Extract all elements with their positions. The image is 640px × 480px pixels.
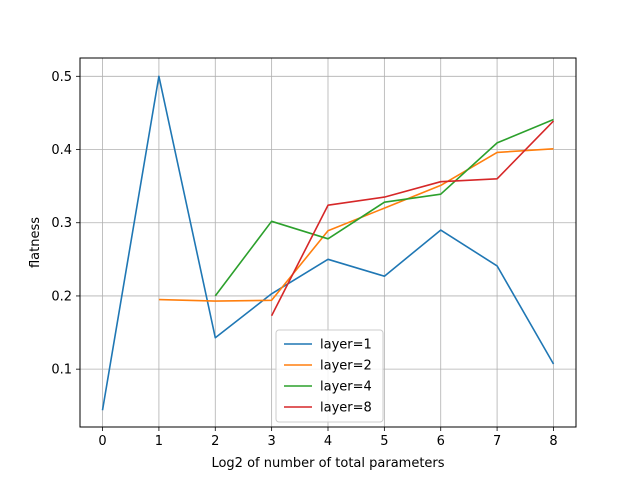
x-tick-label: 3: [267, 434, 275, 449]
y-axis-label: flatness: [28, 217, 43, 268]
series-line-layer-2: [158, 148, 554, 302]
legend-label: layer=8: [320, 401, 372, 416]
x-axis-label: Log2 of number of total parameters: [211, 456, 444, 471]
y-tick-label: 0.5: [51, 70, 72, 85]
x-tick-label: 2: [211, 434, 219, 449]
legend-box: [275, 329, 384, 423]
x-tick-label: 6: [437, 434, 445, 449]
x-tick-label: 1: [155, 434, 163, 449]
x-tick-label: 4: [324, 434, 332, 449]
x-tick-label: 5: [380, 434, 388, 449]
y-tick-label: 0.3: [51, 216, 72, 231]
legend-label: layer=2: [320, 359, 372, 374]
y-tick-label: 0.1: [51, 363, 72, 378]
x-tick-label: 8: [549, 434, 557, 449]
series-layer: [101, 75, 555, 411]
legend-label: layer=1: [320, 338, 372, 353]
series-line-layer-4: [214, 118, 554, 297]
x-tick-label: 0: [98, 434, 106, 449]
legend: layer=1 layer=2 layer=4 layer=8: [275, 329, 384, 423]
series-line-layer-8: [270, 120, 555, 317]
y-tick-label: 0.4: [51, 143, 72, 158]
x-tick-label: 7: [493, 434, 501, 449]
y-tick-label: 0.2: [51, 289, 72, 304]
y-axis-ticks: 0.1 0.2 0.3 0.4 0.5: [51, 70, 80, 378]
x-axis-ticks: 0 1 2 3 4 5 6 7 8: [98, 427, 558, 449]
series-line-layer-1: [101, 75, 555, 411]
legend-label: layer=4: [320, 380, 372, 395]
